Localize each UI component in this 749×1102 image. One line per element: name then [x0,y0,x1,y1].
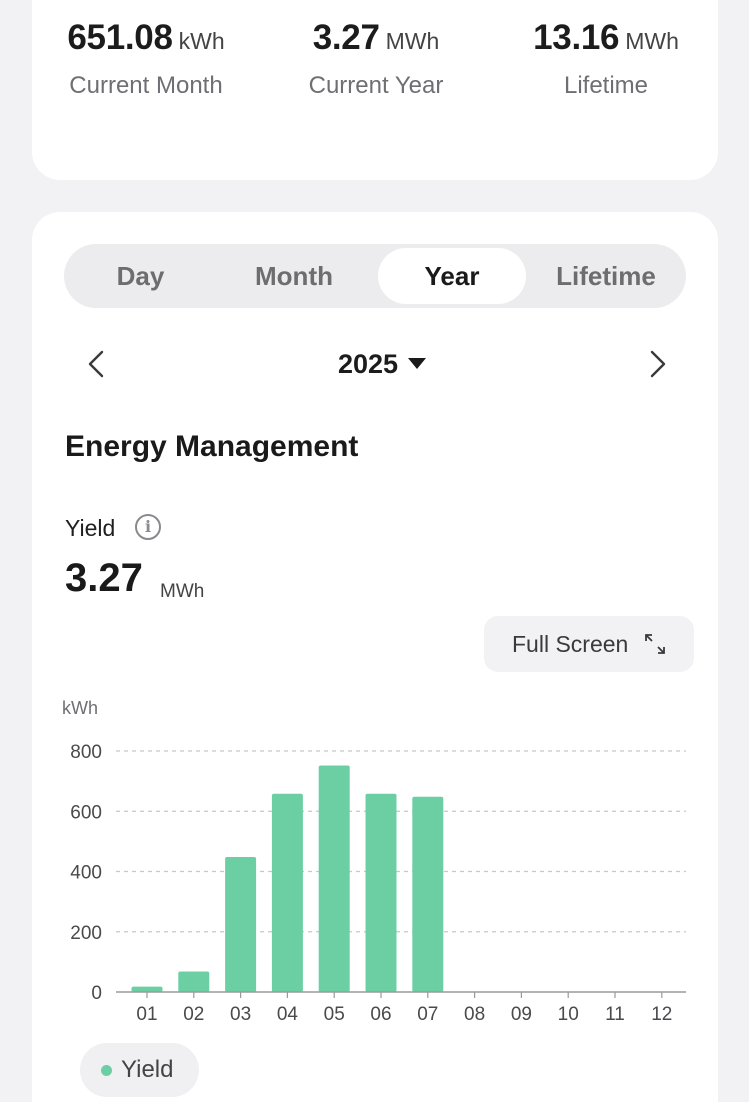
current-year-label: Current Year [308,72,444,99]
x-tick-label: 10 [558,1004,579,1025]
legend-yield[interactable]: Yield [80,1043,199,1097]
y-tick-label: 0 [91,983,102,1004]
bar-04 [271,793,303,992]
period-segmented-control: Day Month Year Lifetime [64,244,686,308]
x-tick-label: 01 [136,1004,157,1025]
current-year-value: 3.27 [312,18,380,57]
x-tick-label: 12 [651,1004,672,1025]
x-tick-label: 06 [370,1004,391,1025]
stat-lifetime: 13.16 MWh Lifetime [496,18,716,100]
bar-01 [131,986,163,992]
x-tick-label: 07 [417,1004,438,1025]
x-tick-label: 02 [183,1004,204,1025]
yield-label: Yield [65,515,116,541]
yield-bar-chart: kWh 0 200 400 600 800 01 02 03 04 05 06 07 08 09 10 11 12 [62,698,686,1025]
tab-lifetime[interactable]: Lifetime [556,261,656,291]
chevron-left-icon[interactable] [82,349,112,379]
y-tick-label: 600 [70,802,102,823]
legend-dot [101,1065,112,1076]
lifetime-unit: MWh [625,28,679,54]
tab-day[interactable]: Day [116,261,165,291]
stat-current-month: 651.08 kWh Current Month [36,18,256,100]
bar-05 [318,765,350,992]
current-month-label: Current Month [69,72,223,99]
year-selector[interactable]: 2025 [282,346,482,382]
current-month-unit: kWh [178,28,225,54]
y-tick-label: 400 [70,863,102,884]
yield-value: 3.27 [65,556,143,600]
lifetime-label: Lifetime [563,72,649,99]
stat-current-year: 3.27 MWh Current Year [266,18,486,100]
yield-unit: MWh [160,581,205,602]
caret-down-icon [408,358,427,370]
expand-icon [645,634,665,654]
x-tick-label: 03 [230,1004,251,1025]
chevron-right-icon[interactable] [642,349,672,379]
x-tick-label: 05 [324,1004,345,1025]
y-tick-label: 200 [70,923,102,944]
current-month-value: 651.08 [67,18,173,57]
x-tick-label: 11 [605,1004,625,1025]
tab-year[interactable]: Year [378,248,526,304]
x-tick-label: 09 [511,1004,532,1025]
full-screen-label: Full Screen [512,631,629,657]
year-value: 2025 [337,349,399,379]
bar-06 [365,793,397,992]
full-screen-button[interactable]: Full Screen [484,616,694,672]
lifetime-value: 13.16 [533,18,620,57]
bar-02 [178,971,210,992]
tab-month[interactable]: Month [255,261,333,291]
y-axis-unit-label: kWh [62,698,98,718]
bar-03 [225,857,257,992]
current-year-unit: MWh [385,28,440,54]
summary-card: 651.08 kWh Current Month 3.27 MWh Current … [32,0,718,180]
info-icon[interactable]: i [135,514,161,540]
x-tick-label: 04 [277,1004,299,1025]
section-title: Energy Management [65,430,359,463]
y-tick-label: 800 [70,742,102,763]
bar-07 [412,796,444,992]
x-tick-label: 08 [464,1004,485,1025]
legend-label: Yield [121,1056,174,1083]
energy-card: Day Month Year Lifetime 2025 Energy Mana… [32,212,718,1102]
